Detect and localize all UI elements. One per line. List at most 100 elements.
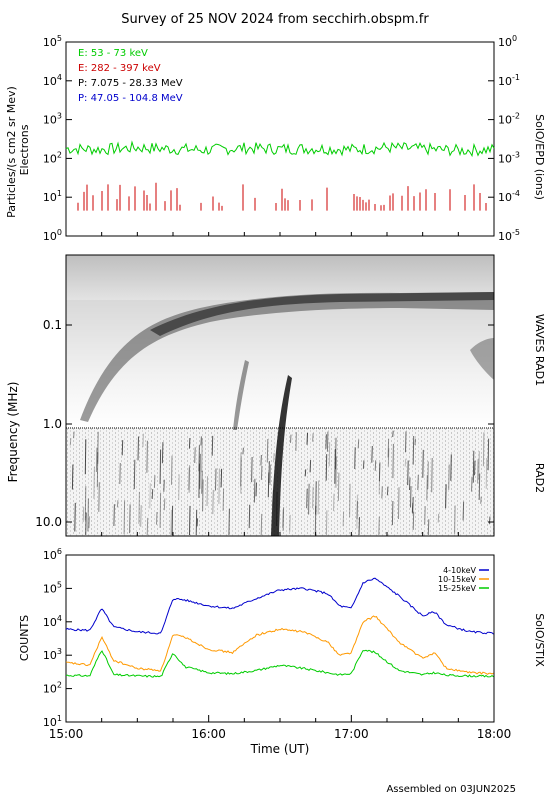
stix-y-axis: 101 102 103 104 105 106 [43,547,72,729]
rad2-burst-line [414,438,416,445]
stix-x-axis: 15:00 16:00 17:00 18:00 [49,715,511,741]
rad2-burst-line [163,498,166,511]
rad2-burst-line [325,510,328,536]
rad2-burst-line [349,483,351,518]
stix-y-tick-label: 103 [43,647,62,662]
rad2-burst-line [392,443,394,479]
rad2-burst-line [472,450,475,483]
stix-y-tick-label: 104 [43,614,62,629]
rad2-burst-line [398,487,400,520]
rad2-burst-line [295,432,297,452]
rad2-burst-line [242,447,244,455]
stix-y-tick-label: 101 [43,714,62,729]
stix-y-label: COUNTS [18,615,31,661]
rad2-burst-line [462,501,465,521]
rad2-burst-line [445,484,447,509]
rad2-burst-line [228,508,230,536]
rad2-burst-line [404,458,407,467]
rad2-burst-line [138,491,140,524]
assembled-footer: Assembled on 03JUN2025 [386,784,516,795]
rad2-burst-line [84,439,87,475]
rad2-burst-line [137,436,139,461]
epd-legend-e1: E: 53 - 73 keV [78,48,148,59]
rad2-burst-line [306,432,308,445]
rad2-burst-line [471,476,473,492]
stix-series-group [65,577,494,678]
rad2-burst-line [200,436,202,446]
rad2-burst-line [391,500,394,526]
epd-right-label: SolO/EPD (ions) [533,114,546,200]
rad2-burst-line [140,505,142,527]
rad2-burst-line [163,479,165,492]
rad2-burst-line [371,445,373,463]
rad2-burst-line [334,448,336,484]
rad2-burst-line [422,449,424,478]
rad2-burst-line [260,454,262,466]
rad2-burst-line [412,496,414,514]
rad2-burst-line [149,483,151,509]
rad2-burst-line [267,472,270,498]
rad2-burst-line [93,466,95,499]
rad2-burst-line [478,451,480,480]
rad2-burst-line [358,517,360,536]
rad2-burst-line [450,454,452,481]
rad2-burst-line [335,456,337,488]
epd-y2-tick-label: 10-1 [498,73,520,88]
rad2-burst-line [328,442,331,467]
rad2-burst-line [474,460,476,476]
rad2-burst-line [240,457,242,494]
rad2-burst-line [437,513,440,523]
rad2-burst-line [405,431,407,453]
rad2-burst-line [73,431,75,439]
rad2-burst-line [289,514,291,532]
rad2-burst-line [188,465,191,493]
stix-y-tick-label: 102 [43,681,62,696]
rad2-burst-line [95,447,98,473]
rad2-burst-line [98,482,100,512]
rad1-top-band [66,255,494,300]
rad2-burst-line [314,505,317,536]
rad2-burst-line [304,469,307,477]
rad2-burst-line [201,470,203,494]
epd-y-axis: 100 101 102 103 104 105 [43,34,495,243]
rad2-burst-line [480,496,482,504]
rad2-burst-line [255,482,257,497]
rad2-burst-line [212,489,214,515]
rad2-burst-line [309,459,312,473]
epd-y-tick-label: 100 [43,228,62,243]
rad2-burst-line [240,452,242,487]
rad2-burst-line [142,433,144,448]
rad2-burst-line [378,462,381,482]
stix-right-label: SolO/STIX [533,613,546,667]
rad2-burst-line [448,464,450,490]
rad2-burst-line [188,467,190,490]
rad2-burst-line [333,493,335,512]
waves-y-axis: 0.1 1.0 10.0 [35,318,495,536]
rad2-burst-line [308,483,310,515]
rad2-burst-line [215,468,217,491]
stix-x-tick-label: 16:00 [191,727,226,741]
epd-legend-e2: E: 282 - 397 keV [78,63,161,74]
rad2-burst-line [362,460,365,469]
waves-y-tick-label: 1.0 [43,417,62,431]
stix-series-line [65,649,494,678]
rad2-burst-line [482,432,485,467]
rad2-burst-line [211,435,214,456]
rad1-faint-burst [233,360,249,430]
rad2-burst-line [69,438,72,446]
waves-y-tick-label: 10.0 [35,515,62,529]
rad2-burst-line [218,468,220,504]
rad2-burst-line [194,447,196,464]
rad2-burst-line [427,461,429,490]
rad2-burst-line [454,505,456,534]
rad2-burst-line [171,455,173,485]
rad2-burst-line [290,434,292,443]
rad2-burst-line [220,468,223,488]
epd-y-tick-label: 105 [43,34,62,49]
epd-y-label: Particles/(s cm2 sr Mev) [5,86,18,218]
rad2-burst-line [260,465,263,480]
epd-y-tick-label: 101 [43,189,62,204]
